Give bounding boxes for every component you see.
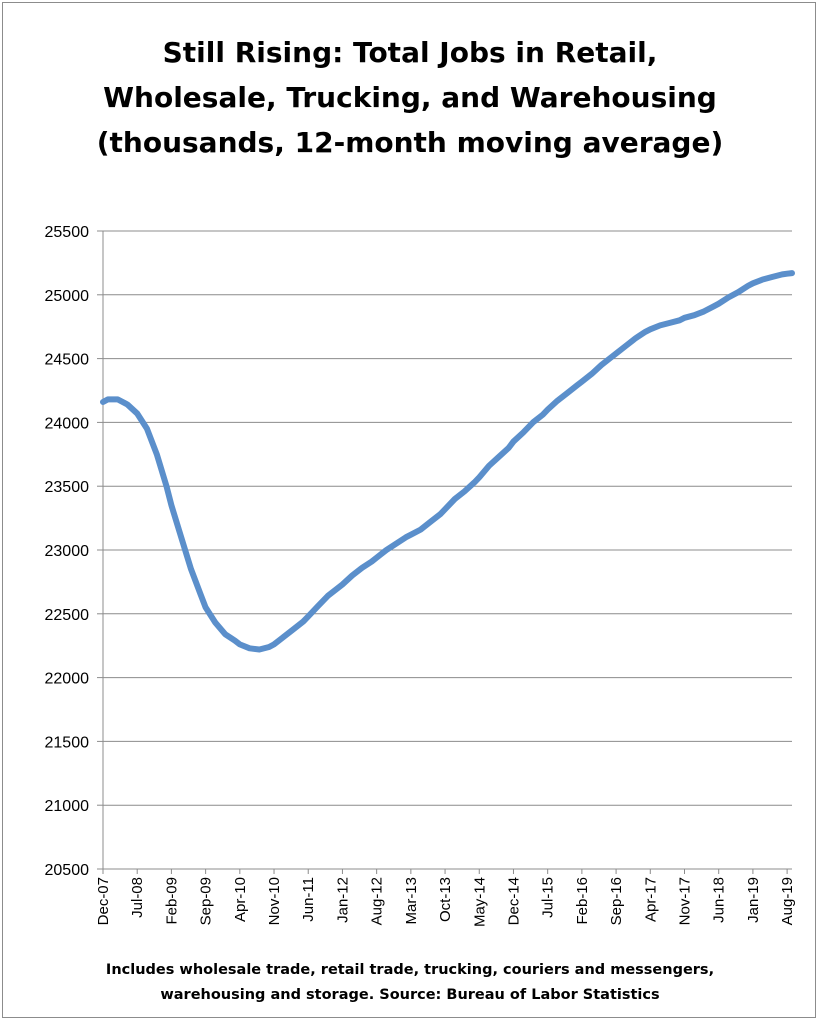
x-tick-label: Sep-09 xyxy=(198,877,215,925)
y-tick-label: 25500 xyxy=(45,224,90,241)
y-tick-label: 22000 xyxy=(45,671,90,688)
x-tick-label: Jul-15 xyxy=(540,877,557,918)
y-tick-label: 21500 xyxy=(45,734,90,751)
chart-title: Still Rising: Total Jobs in Retail, Whol… xyxy=(96,36,724,159)
x-tick-label: Feb-09 xyxy=(163,877,180,925)
series-line-total-jobs xyxy=(100,270,795,653)
y-tick-label: 22500 xyxy=(45,607,90,624)
x-tick-label: Jul-08 xyxy=(129,877,146,918)
y-tick-label: 25000 xyxy=(45,288,90,305)
x-tick-label: Aug-19 xyxy=(779,877,796,925)
x-tick-label: Apr-10 xyxy=(232,877,249,922)
y-tick-label: 21000 xyxy=(45,798,90,815)
plot-area xyxy=(100,270,795,653)
x-tick-label: Oct-13 xyxy=(437,877,454,922)
x-tick-label: Jan-12 xyxy=(334,877,351,923)
axes xyxy=(97,230,792,874)
y-tick-labels: 20500 21000 21500 22000 22500 23000 23500 24000… xyxy=(45,224,90,879)
x-tick-label: Jan-19 xyxy=(745,877,762,923)
gridlines xyxy=(103,230,792,806)
x-tick-label: May-14 xyxy=(471,877,488,927)
chart-footnote: Includes wholesale trade, retail trade, … xyxy=(105,962,715,1003)
x-tick-label: Jun-18 xyxy=(711,877,728,923)
y-tick-label: 23500 xyxy=(45,479,90,496)
x-tick-labels: Dec-07 Jul-08 Feb-09 Sep-09 Apr-10 Nov-10 Jun-… xyxy=(95,877,796,927)
x-tick-label: Feb-16 xyxy=(574,877,591,925)
x-tick-label: Aug-12 xyxy=(369,877,386,925)
x-tick-label: Dec-07 xyxy=(95,877,112,925)
y-tick-label: 24000 xyxy=(45,415,90,432)
x-tick-label: Apr-17 xyxy=(642,877,659,922)
y-tick-label: 20500 xyxy=(45,862,90,879)
x-tick-label: Nov-10 xyxy=(266,877,283,925)
x-tick-label: Sep-16 xyxy=(608,877,625,925)
y-tick-label: 23000 xyxy=(45,543,90,560)
x-tick-label: Jun-11 xyxy=(300,877,317,922)
y-tick-label: 24500 xyxy=(45,352,90,369)
x-tick-label: Dec-14 xyxy=(505,877,522,925)
x-tick-label: Nov-17 xyxy=(676,877,693,925)
x-tick-label: Mar-13 xyxy=(403,877,420,925)
